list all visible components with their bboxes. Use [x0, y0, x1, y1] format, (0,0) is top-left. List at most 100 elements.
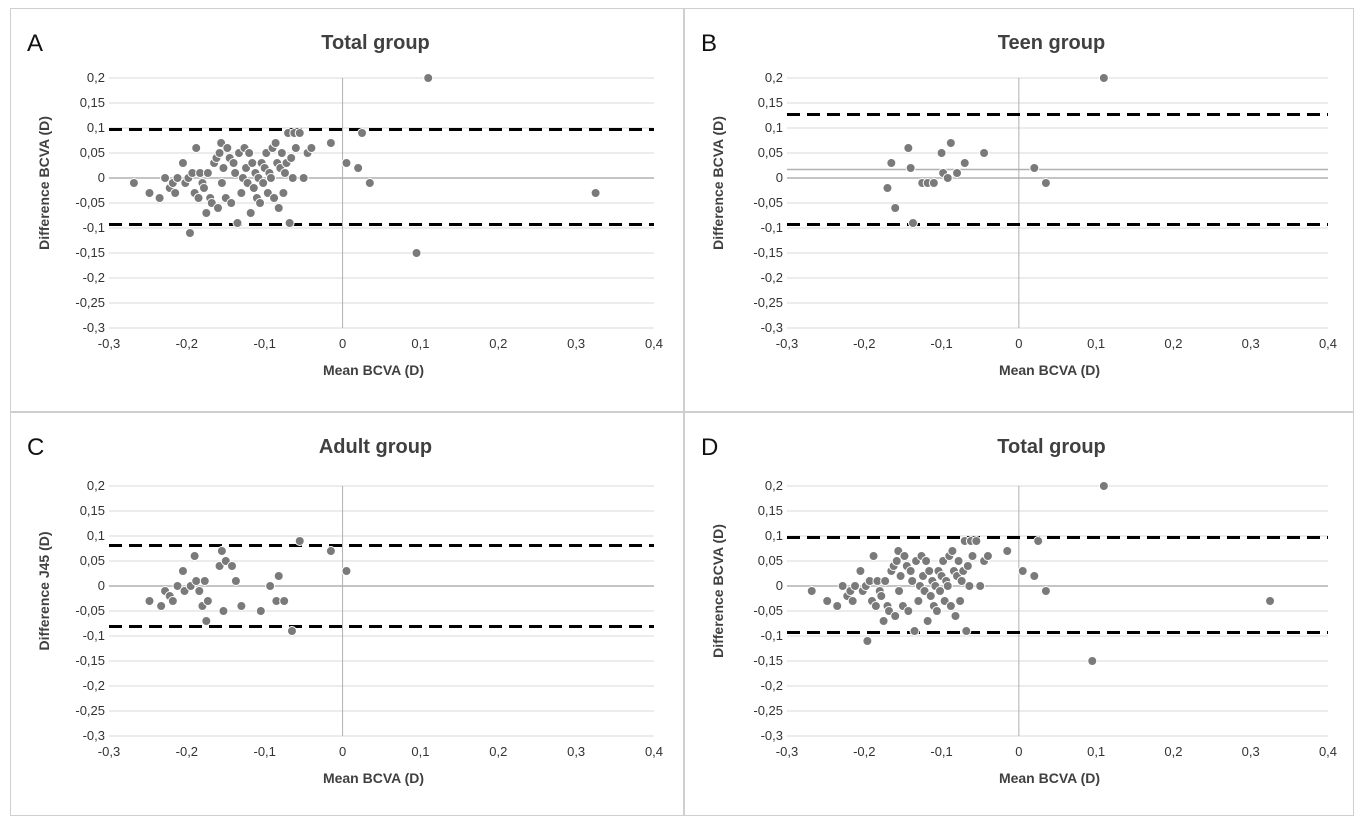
data-point: [177, 158, 188, 168]
data-point: [284, 218, 295, 228]
data-point: [850, 581, 861, 591]
data-point: [232, 218, 243, 228]
y-tick-label: -0,1: [83, 628, 105, 643]
data-point: [265, 173, 276, 183]
chart-a: 0,2 0,15 0,1 0,05 0 -0,05 -0,1 -0,15 -0,2 -0,25 -0…: [27, 30, 663, 378]
data-point: [952, 168, 963, 178]
data-point: [1002, 546, 1013, 556]
data-point: [222, 143, 233, 153]
data-point: [899, 551, 910, 561]
data-point: [1087, 656, 1098, 666]
y-tick-label: 0,15: [80, 95, 105, 110]
data-point: [255, 198, 266, 208]
x-tick-label: -0,3: [776, 744, 798, 759]
data-point: [230, 168, 241, 178]
x-tick-label: 0,3: [567, 744, 585, 759]
panel-a: 0,2 0,15 0,1 0,05 0 -0,05 -0,1 -0,15 -0,2 -0,25 -0…: [10, 8, 684, 412]
data-point: [956, 576, 967, 586]
data-point: [325, 138, 336, 148]
x-tick-label: -0,1: [930, 744, 952, 759]
x-tick-label: 0,2: [1164, 744, 1182, 759]
x-tick-label: -0,2: [853, 336, 875, 351]
data-point: [177, 566, 188, 576]
data-point: [847, 596, 858, 606]
data-point: [199, 576, 210, 586]
data-point: [193, 193, 204, 203]
y-tick-label: -0,3: [761, 728, 783, 743]
data-point: [128, 178, 139, 188]
data-point: [278, 188, 289, 198]
y-tick-label: 0: [776, 578, 783, 593]
data-point: [286, 626, 297, 636]
x-axis-label: Mean BCVA (D): [323, 362, 424, 378]
data-point: [255, 606, 266, 616]
data-point: [971, 536, 982, 546]
y-tick-label: 0,05: [758, 145, 783, 160]
x-tick-label: 0,4: [1319, 744, 1337, 759]
data-point: [886, 158, 897, 168]
panel-letter: B: [701, 30, 717, 57]
data-point: [982, 551, 993, 561]
panel-letter: D: [701, 434, 718, 461]
data-point: [341, 566, 352, 576]
y-tick-label: 0: [776, 170, 783, 185]
data-point: [160, 173, 171, 183]
data-point: [286, 153, 297, 163]
data-point: [357, 128, 368, 138]
y-tick-label: -0,05: [753, 195, 783, 210]
x-tick-label: -0,2: [176, 744, 198, 759]
data-point: [1029, 571, 1040, 581]
chart-title: Teen group: [998, 32, 1105, 54]
data-point: [837, 581, 848, 591]
chart-c: 0,2 0,15 0,1 0,05 0 -0,05 -0,1 -0,15 -0,2 -0,25 -0…: [27, 434, 663, 786]
x-axis-label: Mean BCVA (D): [323, 770, 424, 786]
y-tick-label: -0,25: [753, 703, 783, 718]
data-point: [236, 188, 247, 198]
data-point: [913, 596, 924, 606]
y-tick-label: -0,2: [761, 678, 783, 693]
data-point: [921, 556, 932, 566]
data-point: [216, 546, 227, 556]
data-point: [935, 586, 946, 596]
y-tick-label: -0,1: [83, 220, 105, 235]
x-tick-label: -0,2: [176, 336, 198, 351]
x-tick-label: 0,1: [1087, 744, 1105, 759]
data-point: [942, 173, 953, 183]
data-point: [922, 616, 933, 626]
data-point: [1040, 178, 1051, 188]
data-point: [925, 591, 936, 601]
y-tick-label: -0,15: [75, 245, 105, 260]
x-tick-label: 0,3: [1242, 744, 1260, 759]
y-tick-label: 0,1: [87, 528, 105, 543]
y-tick-label: -0,2: [761, 270, 783, 285]
data-point: [218, 163, 229, 173]
y-tick-label: 0,2: [87, 478, 105, 493]
y-tick-label: -0,3: [83, 320, 105, 335]
data-point: [265, 581, 276, 591]
data-point: [423, 73, 434, 83]
x-tick-label: 0,1: [411, 744, 429, 759]
y-tick-label: 0,1: [87, 120, 105, 135]
data-point: [895, 571, 906, 581]
chart-title: Total group: [997, 436, 1106, 458]
data-point: [273, 571, 284, 581]
data-point: [184, 228, 195, 238]
data-point: [967, 551, 978, 561]
data-point: [236, 601, 247, 611]
data-point: [298, 173, 309, 183]
y-tick-label: -0,1: [761, 628, 783, 643]
x-tick-label: -0,1: [930, 336, 952, 351]
y-tick-label: -0,2: [83, 270, 105, 285]
data-point: [226, 198, 237, 208]
x-tick-label: -0,2: [853, 744, 875, 759]
data-point: [276, 148, 287, 158]
y-tick-label: -0,25: [75, 295, 105, 310]
x-axis-label: Mean BCVA (D): [999, 362, 1100, 378]
y-tick-label: 0,05: [80, 145, 105, 160]
data-point: [248, 183, 259, 193]
data-point: [880, 576, 891, 586]
data-point: [341, 158, 352, 168]
data-point: [590, 188, 601, 198]
data-point: [194, 586, 205, 596]
